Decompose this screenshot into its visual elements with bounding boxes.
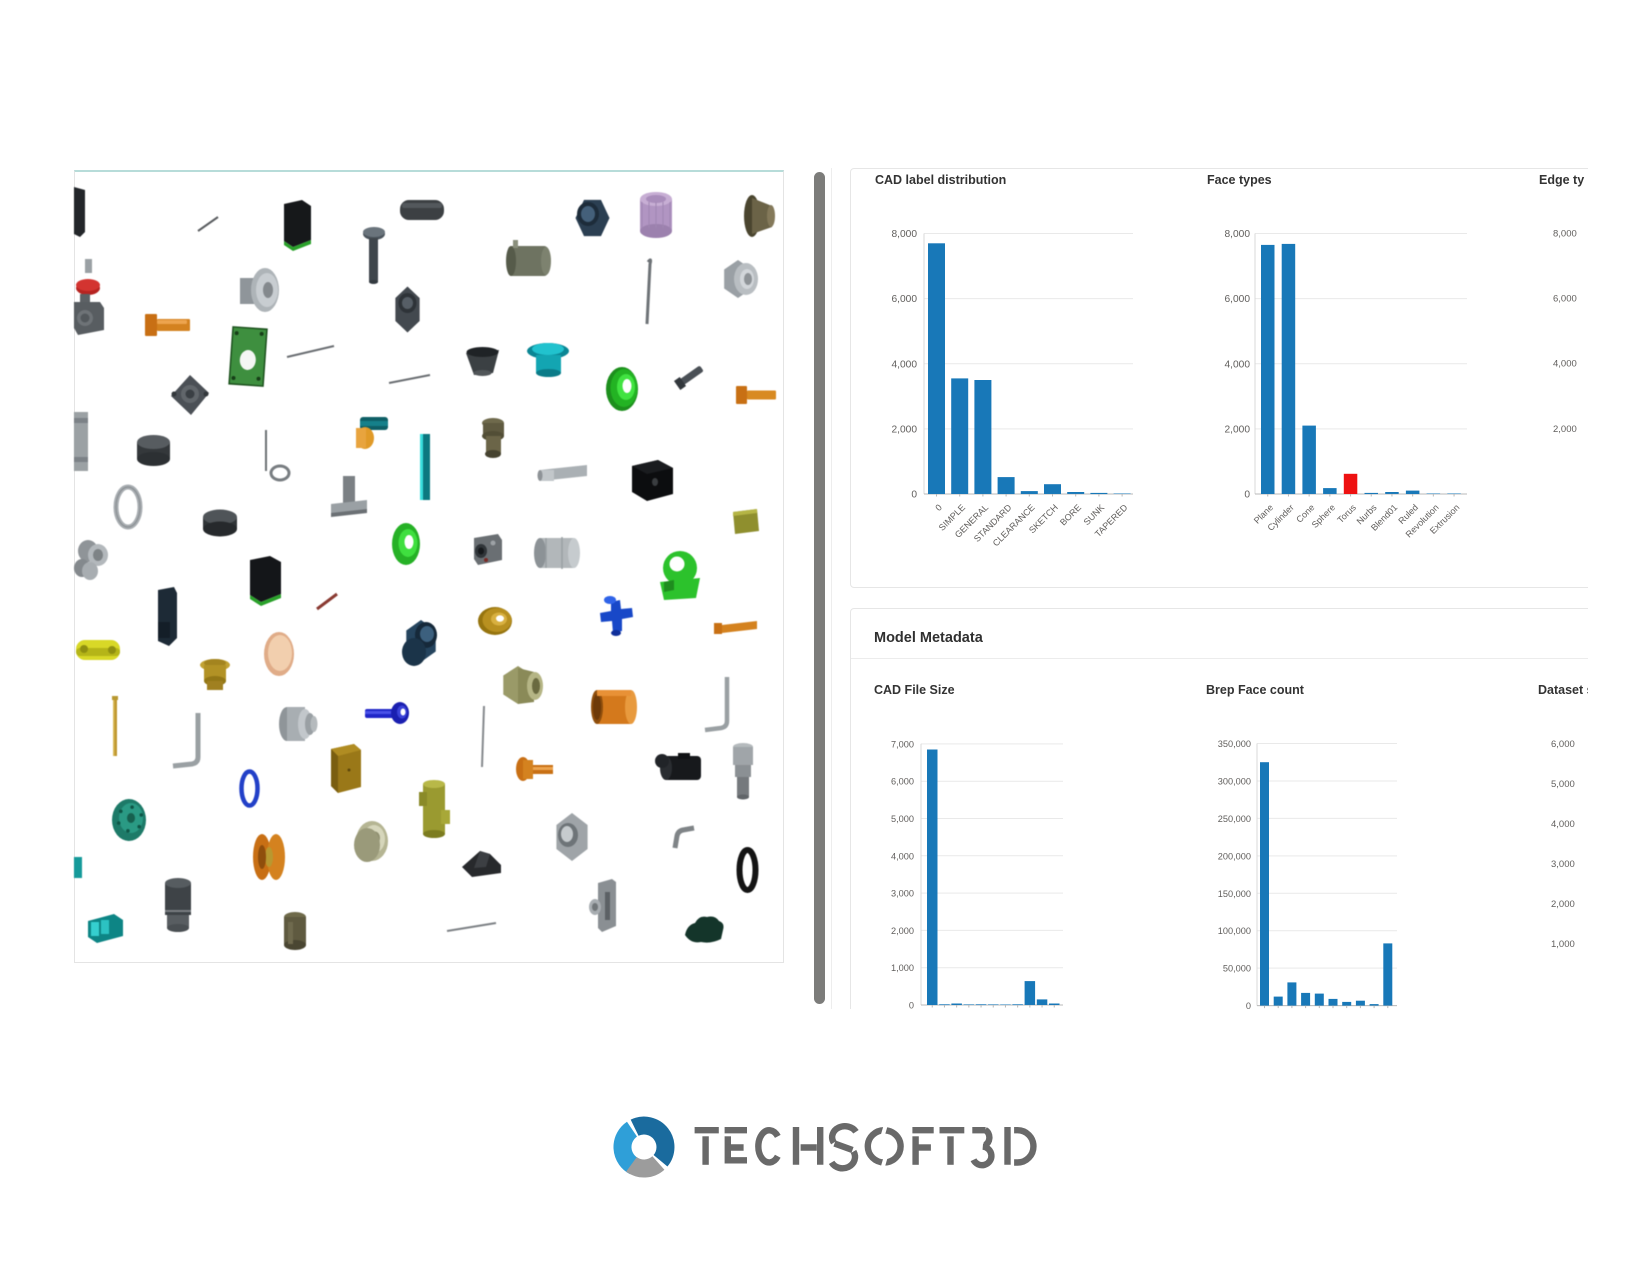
svg-text:2,000: 2,000 [1225, 424, 1251, 435]
svg-text:1,000: 1,000 [1551, 939, 1575, 950]
svg-text:8,000: 8,000 [892, 229, 918, 240]
svg-text:BORE: BORE [1058, 502, 1083, 527]
svg-text:Edge ty: Edge ty [1539, 173, 1584, 187]
svg-text:CAD label distribution: CAD label distribution [875, 173, 1006, 187]
svg-text:Brep Face count: Brep Face count [1206, 683, 1305, 697]
svg-text:CAD File Size: CAD File Size [874, 683, 955, 697]
svg-text:6,000: 6,000 [1225, 294, 1251, 305]
svg-text:2,000: 2,000 [1551, 899, 1575, 910]
svg-text:Sphere: Sphere [1310, 502, 1338, 530]
svg-text:4,000: 4,000 [1225, 359, 1251, 370]
svg-text:4,000: 4,000 [1551, 819, 1575, 830]
svg-text:0: 0 [909, 1001, 914, 1010]
svg-text:5,000: 5,000 [1551, 779, 1575, 790]
svg-text:3,000: 3,000 [891, 889, 914, 899]
svg-text:150,000: 150,000 [1218, 889, 1251, 899]
svg-text:50,000: 50,000 [1223, 964, 1251, 974]
svg-text:4,000: 4,000 [891, 851, 914, 861]
svg-text:1,000: 1,000 [891, 963, 914, 973]
svg-text:7,000: 7,000 [891, 739, 914, 749]
svg-text:350,000: 350,000 [1218, 739, 1251, 749]
svg-text:4,000: 4,000 [1553, 359, 1577, 370]
svg-text:6,000: 6,000 [1551, 739, 1575, 750]
svg-text:4,000: 4,000 [892, 359, 918, 370]
svg-text:250,000: 250,000 [1218, 814, 1251, 824]
svg-text:0: 0 [933, 502, 944, 513]
svg-text:100,000: 100,000 [1218, 926, 1251, 936]
svg-text:Torus: Torus [1335, 502, 1358, 525]
svg-text:6,000: 6,000 [1553, 294, 1577, 305]
svg-text:8,000: 8,000 [1225, 229, 1251, 240]
svg-text:2,000: 2,000 [1553, 424, 1577, 435]
svg-text:0: 0 [911, 490, 917, 501]
svg-text:3,000: 3,000 [1551, 859, 1575, 870]
svg-text:2,000: 2,000 [891, 926, 914, 936]
svg-text:2,000: 2,000 [892, 424, 918, 435]
svg-text:5,000: 5,000 [891, 814, 914, 824]
svg-text:Dataset si: Dataset si [1538, 683, 1588, 697]
svg-text:Model Metadata: Model Metadata [874, 630, 984, 646]
svg-text:0: 0 [1246, 1001, 1251, 1009]
svg-text:6,000: 6,000 [892, 294, 918, 305]
svg-text:Face types: Face types [1207, 173, 1272, 187]
svg-text:6,000: 6,000 [891, 777, 914, 787]
svg-text:8,000: 8,000 [1553, 229, 1577, 240]
svg-text:200,000: 200,000 [1218, 851, 1251, 861]
svg-text:0: 0 [1244, 490, 1250, 501]
svg-text:300,000: 300,000 [1218, 776, 1251, 786]
